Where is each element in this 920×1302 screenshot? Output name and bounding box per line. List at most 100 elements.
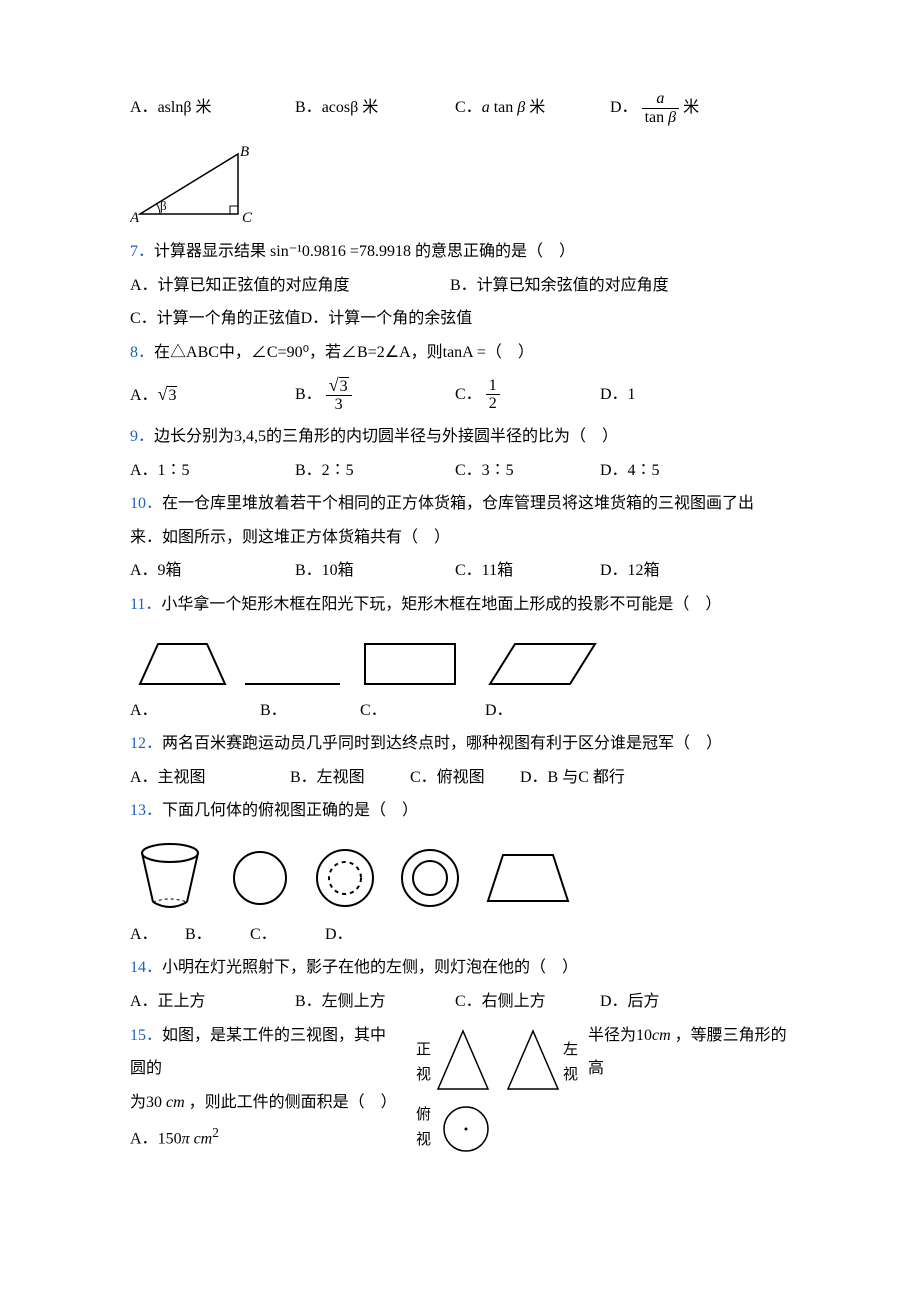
q-number: 10． bbox=[130, 495, 162, 512]
opt-c: C．3∶5 bbox=[455, 454, 600, 488]
q15: 15．如图，是某工件的三视图，其中圆的 为30 cm ，则此工件的侧面积是（ ）… bbox=[130, 1019, 790, 1169]
num: 1 bbox=[486, 377, 500, 396]
opt-c: C． bbox=[250, 918, 325, 952]
triangle-svg: A B C β bbox=[130, 144, 270, 229]
opt-cd: C．计算一个角的正弦值D．计算一个角的余弦值 bbox=[130, 310, 472, 327]
opt-b: B．10箱 bbox=[295, 554, 455, 588]
vertex-b: B bbox=[240, 144, 249, 160]
vertex-a: A bbox=[130, 210, 140, 226]
opt-b: B．左视图 bbox=[290, 761, 410, 795]
opt-b: B．计算已知余弦值的对应角度 bbox=[450, 269, 669, 303]
q6-opt-c: C．a tan β 米 bbox=[455, 91, 610, 125]
text: 如图，是某工件的三视图，其中圆的 bbox=[130, 1027, 386, 1078]
q11-figures bbox=[130, 634, 790, 694]
math: a bbox=[482, 99, 490, 116]
q13-figures bbox=[130, 838, 790, 918]
text: 两名百米赛跑运动员几乎同时到达终点时，哪种视图有利于区分谁是冠军（ ） bbox=[162, 735, 722, 752]
opt-d: D． bbox=[485, 694, 513, 728]
label: B． bbox=[295, 385, 322, 402]
q6-opt-a: A．aslnβ 米 bbox=[130, 91, 295, 125]
text: 下面几何体的俯视图正确的是（ ） bbox=[162, 802, 418, 819]
math: a bbox=[656, 90, 664, 107]
q15-text-col2: 半径为10cm ，等腰三角形的高 bbox=[588, 1019, 790, 1169]
opt-c: C．俯视图 bbox=[410, 761, 520, 795]
text: tan bbox=[490, 99, 518, 116]
text: 小华拿一个矩形木框在阳光下玩，矩形木框在地面上形成的投影不可能是（ ） bbox=[161, 596, 721, 613]
opt-d: D．12箱 bbox=[600, 554, 660, 588]
opt-a: A． bbox=[130, 918, 185, 952]
label: C． bbox=[455, 385, 482, 402]
text: 在△ABC中，∠C=90⁰，若∠B=2∠A，则tanA =（ ） bbox=[154, 344, 534, 361]
opt-c: C． bbox=[360, 694, 485, 728]
text: 边长分别为3,4,5的三角形的内切圆半径与外接圆半径的比为（ ） bbox=[154, 428, 618, 445]
text: 在一仓库里堆放着若干个相同的正方体货箱，仓库管理员将这堆货箱的三视图画了出 bbox=[162, 495, 754, 512]
q14-stem: 14．小明在灯光照射下，影子在他的左侧，则灯泡在他的（ ） bbox=[130, 951, 790, 985]
radicand: 3 bbox=[167, 386, 177, 404]
den: 2 bbox=[486, 395, 500, 413]
label: D． bbox=[610, 99, 638, 116]
text: 米 bbox=[683, 99, 699, 116]
q14-options: A．正上方 B．左侧上方 C．右侧上方 D．后方 bbox=[130, 985, 790, 1019]
q7-options-2: C．计算一个角的正弦值D．计算一个角的余弦值 bbox=[130, 302, 790, 336]
q-number: 13． bbox=[130, 802, 162, 819]
q-number: 7． bbox=[130, 243, 154, 260]
shi2: 视 bbox=[563, 1066, 578, 1083]
q10-line2: 来．如图所示，则这堆正方体货箱共有（ ） bbox=[130, 521, 790, 555]
text: 半径为10 bbox=[588, 1027, 652, 1044]
text: 为30 bbox=[130, 1094, 166, 1111]
opt-b: B． 3 3 bbox=[295, 376, 455, 414]
math: cm bbox=[166, 1094, 185, 1111]
text: asln bbox=[158, 99, 184, 116]
radicand: 3 bbox=[339, 377, 349, 395]
q-number: 11． bbox=[130, 596, 161, 613]
opt-a: A．9箱 bbox=[130, 554, 295, 588]
sqrt: 3 bbox=[158, 376, 178, 414]
opt-a: A．1∶5 bbox=[130, 454, 295, 488]
q10-line1: 10．在一仓库里堆放着若干个相同的正方体货箱，仓库管理员将这堆货箱的三视图画了出 bbox=[130, 487, 790, 521]
opt-d: D．B 与C 都行 bbox=[520, 761, 625, 795]
opt-b: B． bbox=[260, 694, 360, 728]
q7-stem: 7．计算器显示结果 sin⁻¹0.9816 =78.9918 的意思正确的是（ … bbox=[130, 235, 790, 269]
opt-a: A． bbox=[130, 694, 260, 728]
label: B． bbox=[295, 99, 322, 116]
opt-b: B．左侧上方 bbox=[295, 985, 455, 1019]
opt-d: D．后方 bbox=[600, 985, 660, 1019]
zuo: 左 bbox=[563, 1041, 578, 1058]
q15-text-col: 15．如图，是某工件的三视图，其中圆的 为30 cm ，则此工件的侧面积是（ ）… bbox=[130, 1019, 398, 1169]
fraction: 3 3 bbox=[326, 376, 352, 414]
q-number: 9． bbox=[130, 428, 154, 445]
text: ，则此工件的侧面积是（ ） bbox=[185, 1094, 397, 1111]
val: 150 bbox=[158, 1131, 182, 1148]
sup: 2 bbox=[212, 1125, 219, 1140]
q9-stem: 9．边长分别为3,4,5的三角形的内切圆半径与外接圆半径的比为（ ） bbox=[130, 420, 790, 454]
q-number: 12． bbox=[130, 735, 162, 752]
shi3: 视 bbox=[416, 1131, 431, 1148]
opt-c: C． 1 2 bbox=[455, 377, 600, 413]
q11-shapes-svg bbox=[130, 634, 600, 694]
q7-options-1: A．计算已知正弦值的对应角度 B．计算已知余弦值的对应角度 bbox=[130, 269, 790, 303]
zheng: 正 bbox=[416, 1042, 431, 1058]
q8-options: A．3 B． 3 3 C． 1 2 D．1 bbox=[130, 376, 790, 414]
opt-b: B． bbox=[185, 918, 250, 952]
label: A． bbox=[130, 99, 158, 116]
opt-c: C．右侧上方 bbox=[455, 985, 600, 1019]
q13-stem: 13．下面几何体的俯视图正确的是（ ） bbox=[130, 794, 790, 828]
opt-a: A．3 bbox=[130, 376, 295, 414]
opt-c: C．11箱 bbox=[455, 554, 600, 588]
text: 小明在灯光照射下，影子在他的左侧，则灯泡在他的（ ） bbox=[162, 959, 578, 976]
q6-opt-d: D． a tan β 米 bbox=[610, 90, 699, 126]
fraction: 1 2 bbox=[486, 377, 500, 413]
math: β bbox=[517, 99, 525, 116]
fu: 俯 bbox=[416, 1106, 431, 1123]
q-number: 8． bbox=[130, 344, 154, 361]
q6-figure: A B C β bbox=[130, 144, 790, 229]
q6-opt-b: B．acosβ 米 bbox=[295, 91, 455, 125]
unit: cm bbox=[190, 1131, 213, 1148]
q13-labels: A． B． C． D． bbox=[130, 918, 790, 952]
q-number: 15． bbox=[130, 1027, 162, 1044]
q11-labels: A． B． C． D． bbox=[130, 694, 790, 728]
q13-shapes-svg bbox=[130, 838, 610, 918]
opt-d: D．4∶5 bbox=[600, 454, 660, 488]
den: 3 bbox=[326, 396, 352, 414]
opt-a: A．主视图 bbox=[130, 761, 290, 795]
